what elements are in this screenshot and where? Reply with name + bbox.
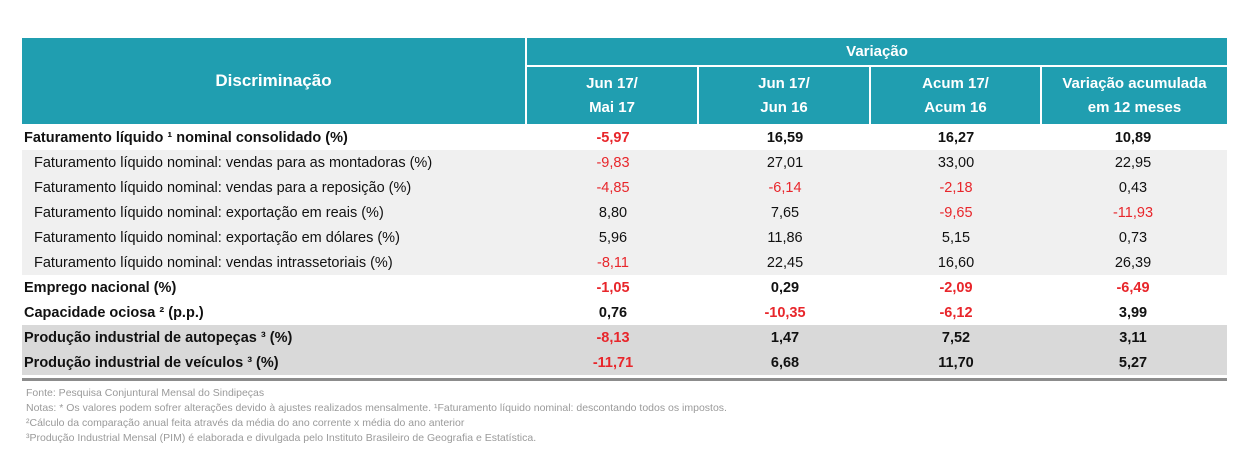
header-col-4-line2: em 12 meses [1087,98,1182,116]
header-col-3: Acum 17/Acum 16 [871,67,1040,124]
header-col-3-line2: Acum 16 [924,98,987,116]
row-label: Faturamento líquido nominal: vendas para… [34,154,433,171]
row-label: Faturamento líquido nominal: vendas intr… [34,254,393,271]
row-value: -4,85 [596,179,630,196]
row-value: 16,27 [937,129,975,146]
row-value: 5,27 [1118,354,1148,371]
row-value: 11,86 [767,229,803,246]
row-value: -9,65 [939,204,973,221]
row-value: 5,96 [598,229,628,246]
table-row: Capacidade ociosa ² (p.p.) 0,76 -10,35 -… [22,300,1227,325]
table-row: Faturamento líquido nominal: exportação … [22,200,1227,225]
row-value: 11,70 [938,354,974,371]
table-row: Emprego nacional (%) -1,05 0,29 -2,09 -6… [22,275,1227,300]
row-value: -6,14 [768,179,802,196]
row-value: 7,65 [770,204,800,221]
row-label: Faturamento líquido nominal: vendas para… [34,179,412,196]
footnotes: Fonte: Pesquisa Conjuntural Mensal do Si… [26,386,727,446]
header-col-2: Jun 17/Jun 16 [699,67,869,124]
row-label: Produção industrial de autopeças ³ (%) [24,329,293,346]
header-col-1-line2: Mai 17 [589,98,635,116]
row-value: 0,76 [598,304,628,321]
header-col-2-line1: Jun 17/ [758,74,810,92]
row-value: 5,15 [941,229,971,246]
row-value: 1,47 [770,329,800,346]
row-value: -1,05 [596,279,630,296]
row-label: Produção industrial de veículos ³ (%) [24,354,279,371]
notes-line: Notas: * Os valores podem sofrer alteraç… [26,402,727,414]
row-label: Faturamento líquido nominal: exportação … [34,204,384,221]
table-row: Faturamento líquido ¹ nominal consolidad… [22,125,1227,150]
row-value: -8,13 [596,329,630,346]
header-col-4-line1: Variação acumulada [1062,74,1207,92]
row-value: -9,83 [596,154,630,171]
header-col-1: Jun 17/Mai 17 [527,67,697,124]
row-value: 3,99 [1118,304,1148,321]
row-label: Faturamento líquido nominal: exportação … [34,229,400,246]
table-body: Faturamento líquido ¹ nominal consolidad… [22,125,1227,375]
footnote-2: ²Cálculo da comparação anual feita atrav… [26,417,465,429]
row-value: 6,68 [770,354,800,371]
row-value: -6,49 [1116,279,1150,296]
footnote-3: ³Produção Industrial Mensal (PIM) é elab… [26,432,537,444]
row-value: -5,97 [596,129,630,146]
header-discriminacao: Discriminação [22,38,525,124]
row-value: -2,18 [939,179,973,196]
indicators-table: Discriminação Variação Jun 17/Mai 17 Jun… [22,38,1227,375]
row-value: 26,39 [1114,254,1152,271]
row-value: 7,52 [941,329,971,346]
row-value: 8,80 [598,204,628,221]
table-row: Produção industrial de autopeças ³ (%) -… [22,325,1227,350]
row-label: Emprego nacional (%) [24,279,177,296]
row-value: 0,29 [770,279,800,296]
row-value: 27,01 [766,154,804,171]
row-value: 33,00 [937,154,975,171]
table-bottom-rule [22,378,1227,381]
table-row: Faturamento líquido nominal: exportação … [22,225,1227,250]
table-row: Faturamento líquido nominal: vendas para… [22,150,1227,175]
row-label: Capacidade ociosa ² (p.p.) [24,304,204,321]
row-value: -11,71 [592,354,634,371]
table-row: Faturamento líquido nominal: vendas para… [22,175,1227,200]
row-value: -10,35 [764,304,806,321]
header-variacao: Variação [527,38,1227,65]
table-row: Produção industrial de veículos ³ (%) -1… [22,350,1227,375]
row-value: 16,60 [937,254,975,271]
row-value: 22,45 [766,254,804,271]
row-value: -11,93 [1112,204,1154,221]
row-value: 16,59 [766,129,804,146]
row-value: -2,09 [939,279,973,296]
row-value: -6,12 [939,304,973,321]
row-value: 0,73 [1118,229,1148,246]
row-label: Faturamento líquido ¹ nominal consolidad… [24,129,348,146]
header-col-1-line1: Jun 17/ [586,74,638,92]
source-note: Fonte: Pesquisa Conjuntural Mensal do Si… [26,387,265,399]
table-row: Faturamento líquido nominal: vendas intr… [22,250,1227,275]
table-header: Discriminação Variação Jun 17/Mai 17 Jun… [22,38,1227,124]
row-value: 3,11 [1119,329,1147,346]
row-value: -8,11 [597,254,629,271]
row-value: 22,95 [1114,154,1152,171]
header-col-2-line2: Jun 16 [760,98,808,116]
row-value: 10,89 [1114,129,1152,146]
header-col-3-line1: Acum 17/ [922,74,989,92]
header-col-4: Variação acumulada em 12 meses [1042,67,1227,124]
row-value: 0,43 [1118,179,1148,196]
